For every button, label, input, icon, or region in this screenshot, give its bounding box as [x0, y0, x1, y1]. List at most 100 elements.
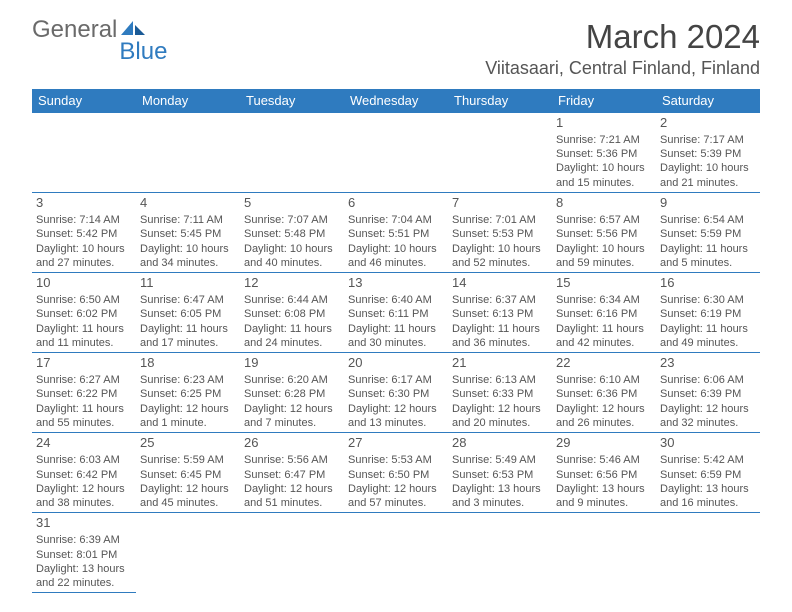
calendar-cell: 8Sunrise: 6:57 AMSunset: 5:56 PMDaylight… — [552, 193, 656, 273]
cell-sunset: Sunset: 6:22 PM — [36, 387, 132, 401]
calendar-cell — [344, 113, 448, 193]
calendar-cell: 12Sunrise: 6:44 AMSunset: 6:08 PMDayligh… — [240, 273, 344, 353]
calendar-cell: 4Sunrise: 7:11 AMSunset: 5:45 PMDaylight… — [136, 193, 240, 273]
cell-sunset: Sunset: 5:56 PM — [556, 227, 652, 241]
cell-day2: and 51 minutes. — [244, 496, 340, 510]
cell-sunset: Sunset: 5:59 PM — [660, 227, 756, 241]
cell-day2: and 26 minutes. — [556, 416, 652, 430]
cell-sunset: Sunset: 6:13 PM — [452, 307, 548, 321]
cell-sunrise: Sunrise: 5:42 AM — [660, 453, 756, 467]
day-header: Friday — [552, 89, 656, 113]
cell-sunset: Sunset: 8:01 PM — [36, 548, 132, 562]
cell-day2: and 36 minutes. — [452, 336, 548, 350]
cell-day1: Daylight: 11 hours — [452, 322, 548, 336]
cell-sunset: Sunset: 6:50 PM — [348, 468, 444, 482]
cell-day2: and 34 minutes. — [140, 256, 236, 270]
day-number: 16 — [660, 275, 756, 292]
calendar-cell: 28Sunrise: 5:49 AMSunset: 6:53 PMDayligh… — [448, 433, 552, 513]
day-number: 9 — [660, 195, 756, 212]
cell-sunrise: Sunrise: 6:20 AM — [244, 373, 340, 387]
cell-sunset: Sunset: 6:33 PM — [452, 387, 548, 401]
calendar-cell: 25Sunrise: 5:59 AMSunset: 6:45 PMDayligh… — [136, 433, 240, 513]
cell-sunset: Sunset: 6:36 PM — [556, 387, 652, 401]
cell-day2: and 3 minutes. — [452, 496, 548, 510]
location-subtitle: Viitasaari, Central Finland, Finland — [485, 58, 760, 79]
cell-sunset: Sunset: 5:36 PM — [556, 147, 652, 161]
cell-sunrise: Sunrise: 6:06 AM — [660, 373, 756, 387]
brand-part2-wrap: Blue — [119, 18, 167, 64]
day-header: Wednesday — [344, 89, 448, 113]
calendar-cell: 5Sunrise: 7:07 AMSunset: 5:48 PMDaylight… — [240, 193, 344, 273]
calendar-cell: 27Sunrise: 5:53 AMSunset: 6:50 PMDayligh… — [344, 433, 448, 513]
calendar-cell: 7Sunrise: 7:01 AMSunset: 5:53 PMDaylight… — [448, 193, 552, 273]
cell-day1: Daylight: 10 hours — [556, 161, 652, 175]
cell-day2: and 1 minute. — [140, 416, 236, 430]
calendar-cell: 15Sunrise: 6:34 AMSunset: 6:16 PMDayligh… — [552, 273, 656, 353]
cell-sunrise: Sunrise: 6:50 AM — [36, 293, 132, 307]
calendar-cell — [32, 113, 136, 193]
day-number: 14 — [452, 275, 548, 292]
day-number: 8 — [556, 195, 652, 212]
calendar-week: 17Sunrise: 6:27 AMSunset: 6:22 PMDayligh… — [32, 353, 760, 433]
day-number: 4 — [140, 195, 236, 212]
cell-day1: Daylight: 11 hours — [348, 322, 444, 336]
cell-day1: Daylight: 11 hours — [660, 242, 756, 256]
calendar-cell: 13Sunrise: 6:40 AMSunset: 6:11 PMDayligh… — [344, 273, 448, 353]
cell-day2: and 42 minutes. — [556, 336, 652, 350]
cell-sunrise: Sunrise: 7:01 AM — [452, 213, 548, 227]
cell-sunset: Sunset: 5:45 PM — [140, 227, 236, 241]
calendar-week: 24Sunrise: 6:03 AMSunset: 6:42 PMDayligh… — [32, 433, 760, 513]
cell-sunrise: Sunrise: 7:17 AM — [660, 133, 756, 147]
calendar-cell — [240, 513, 344, 593]
cell-sunset: Sunset: 6:11 PM — [348, 307, 444, 321]
cell-day2: and 32 minutes. — [660, 416, 756, 430]
day-number: 23 — [660, 355, 756, 372]
day-number: 18 — [140, 355, 236, 372]
calendar-body: 1Sunrise: 7:21 AMSunset: 5:36 PMDaylight… — [32, 113, 760, 593]
cell-day2: and 27 minutes. — [36, 256, 132, 270]
calendar-cell: 14Sunrise: 6:37 AMSunset: 6:13 PMDayligh… — [448, 273, 552, 353]
cell-sunrise: Sunrise: 7:14 AM — [36, 213, 132, 227]
cell-day1: Daylight: 11 hours — [660, 322, 756, 336]
cell-sunset: Sunset: 6:47 PM — [244, 468, 340, 482]
day-number: 17 — [36, 355, 132, 372]
cell-sunrise: Sunrise: 6:23 AM — [140, 373, 236, 387]
cell-sunset: Sunset: 6:45 PM — [140, 468, 236, 482]
calendar-cell: 29Sunrise: 5:46 AMSunset: 6:56 PMDayligh… — [552, 433, 656, 513]
cell-sunrise: Sunrise: 6:37 AM — [452, 293, 548, 307]
cell-day2: and 22 minutes. — [36, 576, 132, 590]
calendar-cell: 19Sunrise: 6:20 AMSunset: 6:28 PMDayligh… — [240, 353, 344, 433]
cell-day1: Daylight: 11 hours — [36, 402, 132, 416]
cell-sunset: Sunset: 6:59 PM — [660, 468, 756, 482]
calendar-cell: 31Sunrise: 6:39 AMSunset: 8:01 PMDayligh… — [32, 513, 136, 593]
cell-day2: and 45 minutes. — [140, 496, 236, 510]
cell-sunset: Sunset: 6:19 PM — [660, 307, 756, 321]
cell-day1: Daylight: 12 hours — [452, 402, 548, 416]
cell-sunrise: Sunrise: 6:39 AM — [36, 533, 132, 547]
calendar-cell — [552, 513, 656, 593]
day-number: 24 — [36, 435, 132, 452]
calendar-cell — [240, 113, 344, 193]
cell-sunrise: Sunrise: 6:03 AM — [36, 453, 132, 467]
cell-day1: Daylight: 10 hours — [36, 242, 132, 256]
day-header: Monday — [136, 89, 240, 113]
day-number: 21 — [452, 355, 548, 372]
cell-sunrise: Sunrise: 6:10 AM — [556, 373, 652, 387]
cell-day2: and 20 minutes. — [452, 416, 548, 430]
day-number: 13 — [348, 275, 444, 292]
cell-day1: Daylight: 12 hours — [244, 402, 340, 416]
calendar-table: SundayMondayTuesdayWednesdayThursdayFrid… — [32, 89, 760, 593]
cell-sunrise: Sunrise: 6:40 AM — [348, 293, 444, 307]
day-number: 11 — [140, 275, 236, 292]
day-number: 19 — [244, 355, 340, 372]
cell-day1: Daylight: 13 hours — [452, 482, 548, 496]
calendar-cell: 6Sunrise: 7:04 AMSunset: 5:51 PMDaylight… — [344, 193, 448, 273]
cell-sunset: Sunset: 6:39 PM — [660, 387, 756, 401]
cell-day1: Daylight: 10 hours — [244, 242, 340, 256]
cell-sunset: Sunset: 5:53 PM — [452, 227, 548, 241]
day-number: 12 — [244, 275, 340, 292]
cell-sunset: Sunset: 5:42 PM — [36, 227, 132, 241]
cell-day2: and 55 minutes. — [36, 416, 132, 430]
calendar-week: 31Sunrise: 6:39 AMSunset: 8:01 PMDayligh… — [32, 513, 760, 593]
day-number: 26 — [244, 435, 340, 452]
